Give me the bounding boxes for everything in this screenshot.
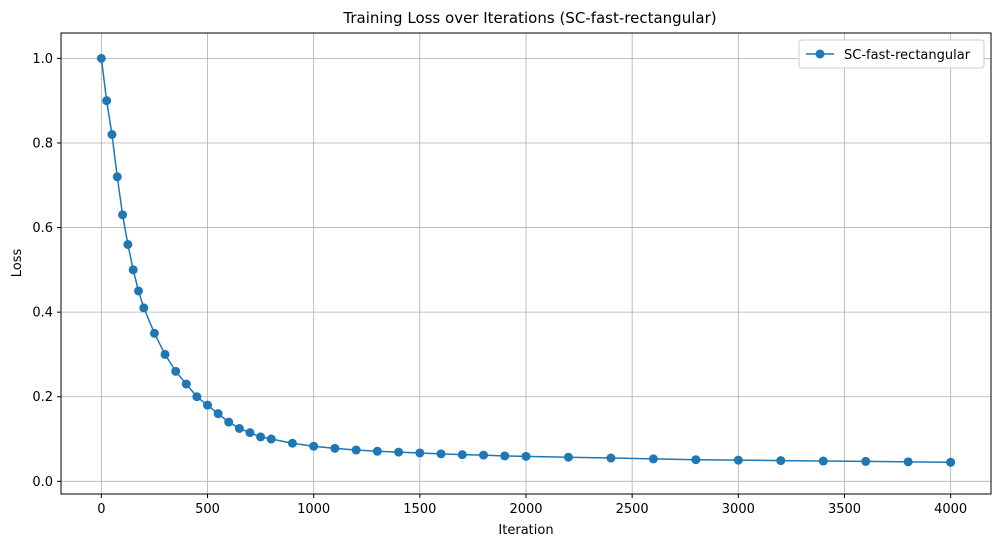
legend-box	[798, 39, 985, 69]
y-tick-label: 1.0	[32, 52, 53, 67]
x-axis: 0 500 1000 1500 2000 2500 3000 3500 4000	[97, 494, 967, 517]
x-tick-label: 3000	[722, 502, 755, 517]
data-point	[102, 96, 112, 106]
x-tick-label: 500	[195, 502, 220, 517]
data-point	[96, 53, 106, 63]
y-axis-label: Loss	[10, 249, 25, 278]
data-point	[818, 456, 828, 466]
x-axis-label: Iteration	[498, 523, 553, 538]
x-tick-label: 0	[97, 502, 105, 517]
data-point	[648, 454, 658, 464]
data-point	[946, 457, 956, 467]
grid	[61, 33, 991, 494]
data-point	[256, 432, 266, 442]
x-tick-label: 4000	[934, 502, 967, 517]
x-tick-label: 1000	[297, 502, 330, 517]
data-point	[123, 239, 133, 249]
data-point	[521, 451, 531, 461]
data-point	[192, 392, 202, 402]
data-point	[128, 265, 138, 275]
data-point	[457, 450, 467, 460]
data-point	[351, 445, 361, 455]
y-tick-label: 0.0	[32, 475, 53, 490]
data-point	[776, 456, 786, 466]
y-tick-label: 0.6	[32, 221, 53, 236]
data-point	[112, 172, 122, 182]
data-point	[118, 210, 128, 220]
y-tick-label: 0.2	[32, 390, 53, 405]
data-point	[372, 446, 382, 456]
data-point	[861, 456, 871, 466]
data-point	[234, 423, 244, 433]
data-point	[436, 449, 446, 459]
legend-marker	[815, 49, 825, 59]
data-point	[563, 452, 573, 462]
data-point	[160, 349, 170, 359]
data-point	[309, 441, 319, 451]
legend: SC-fast-rectangular	[798, 39, 985, 69]
data-point	[415, 448, 425, 458]
legend-label: SC-fast-rectangular	[844, 48, 971, 63]
data-point	[606, 453, 616, 463]
y-tick-label: 0.4	[32, 306, 53, 321]
data-point	[733, 455, 743, 465]
x-tick-label: 2500	[616, 502, 649, 517]
chart-title: Training Loss over Iterations (SC-fast-r…	[342, 9, 716, 27]
data-point	[394, 447, 404, 457]
data-point	[287, 438, 297, 448]
y-axis: 0.0 0.2 0.4 0.6 0.8 1.0	[32, 52, 61, 490]
data-point	[171, 366, 181, 376]
data-point	[479, 450, 489, 460]
data-point	[691, 455, 701, 465]
data-point	[134, 286, 143, 296]
data-point	[500, 451, 510, 461]
x-tick-label: 2000	[509, 502, 542, 517]
x-tick-label: 3500	[828, 502, 861, 517]
data-point	[330, 443, 340, 453]
x-tick-label: 1500	[403, 502, 436, 517]
data-point	[903, 457, 913, 467]
data-point	[224, 417, 234, 427]
data-point	[149, 328, 159, 338]
data-point	[245, 428, 255, 438]
data-point	[213, 409, 223, 419]
series-plot	[96, 53, 956, 467]
data-point	[266, 434, 276, 444]
data-point	[203, 400, 213, 410]
data-point	[107, 130, 117, 140]
data-point	[139, 303, 149, 313]
y-tick-label: 0.8	[32, 136, 53, 151]
data-point	[181, 379, 191, 389]
